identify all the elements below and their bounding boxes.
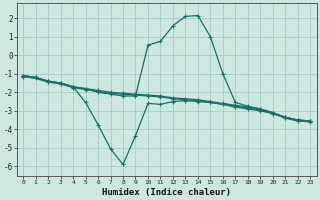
X-axis label: Humidex (Indice chaleur): Humidex (Indice chaleur) [102, 188, 231, 197]
